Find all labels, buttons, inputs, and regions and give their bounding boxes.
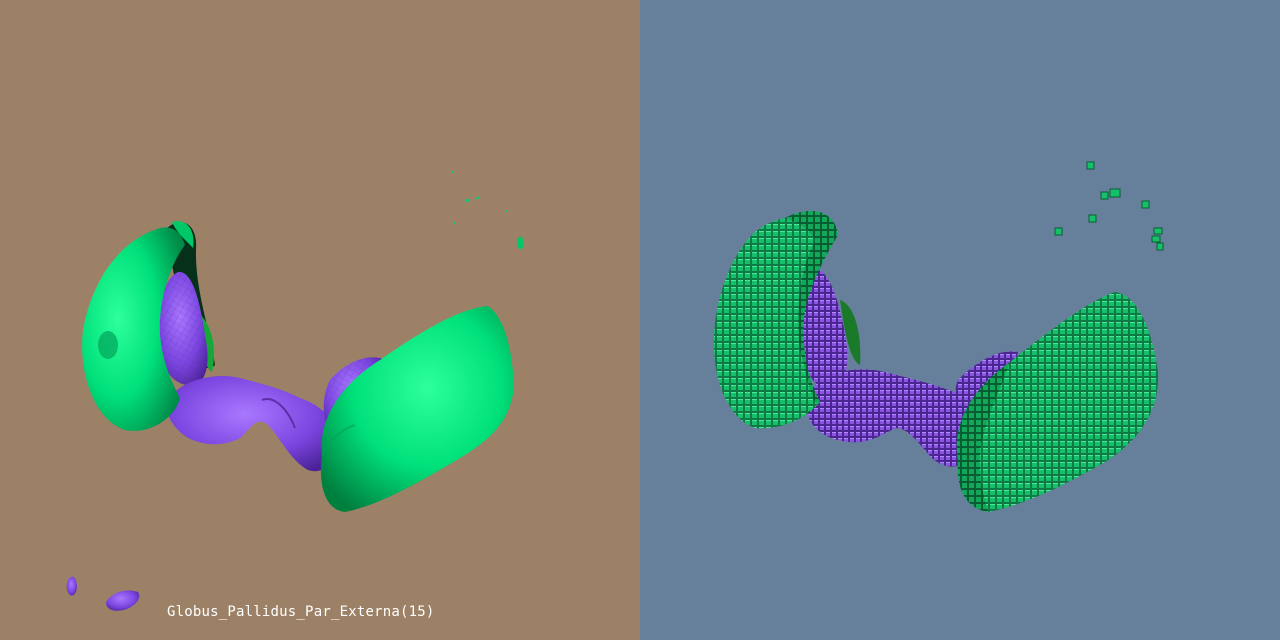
voxel-speck	[1086, 161, 1095, 170]
voxel-globus-pallidus-upper	[799, 268, 848, 391]
voxel-speck	[1141, 200, 1150, 209]
voxel-right-putamen	[956, 292, 1159, 512]
voxel-speck	[1151, 235, 1161, 243]
voxel-speck	[1153, 227, 1163, 235]
voxel-render-canvas	[640, 0, 1280, 640]
right-putamen	[320, 306, 514, 512]
voxel-speck	[1100, 191, 1109, 200]
structure-label: Globus_Pallidus_Par_Externa(15)	[167, 604, 435, 620]
left-putamen	[82, 227, 185, 431]
speck	[466, 199, 469, 202]
voxel-render-view[interactable]	[640, 0, 1280, 640]
speck	[453, 222, 455, 224]
purple-fragment	[106, 590, 140, 611]
voxel-speck	[1054, 227, 1063, 236]
speck	[451, 171, 453, 173]
voxel-speck	[1109, 188, 1121, 198]
purple-fragment	[66, 576, 77, 596]
voxel-speck	[1156, 242, 1164, 251]
speck	[506, 210, 508, 212]
speck	[476, 197, 479, 199]
speck	[517, 236, 524, 250]
globus-pallidus-bridge	[166, 376, 340, 472]
voxel-globus-pallidus-bridge	[808, 369, 975, 467]
voxel-speck	[1088, 214, 1097, 223]
surface-render-canvas	[0, 0, 640, 640]
surface-render-view[interactable]: Globus_Pallidus_Par_Externa(15)	[0, 0, 640, 640]
